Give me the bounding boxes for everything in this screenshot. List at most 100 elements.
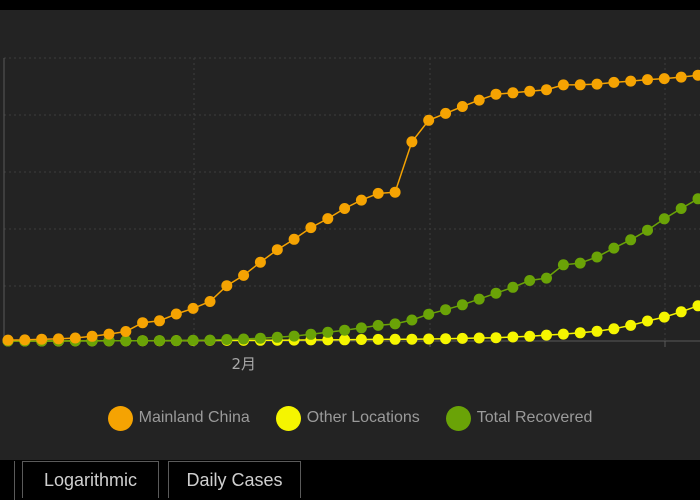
series-line-total-recovered [8, 198, 699, 342]
data-point-other-locations [692, 300, 700, 312]
data-point-mainland-china [254, 256, 266, 268]
data-point-mainland-china [406, 136, 418, 148]
data-point-other-locations [355, 334, 367, 345]
data-point-mainland-china [238, 269, 250, 281]
data-point-other-locations [625, 319, 637, 331]
data-point-total-recovered [137, 335, 149, 347]
data-point-mainland-china [19, 334, 31, 346]
data-point-mainland-china [608, 76, 620, 88]
data-point-total-recovered [642, 224, 653, 236]
data-point-other-locations [440, 333, 452, 345]
data-point-mainland-china [541, 84, 552, 96]
data-point-mainland-china [103, 328, 115, 340]
data-point-other-locations [389, 333, 401, 345]
data-point-mainland-china [372, 187, 384, 199]
data-point-other-locations [322, 334, 334, 346]
data-point-total-recovered [591, 251, 603, 263]
data-point-total-recovered [154, 335, 165, 347]
data-point-total-recovered [271, 331, 283, 343]
data-point-other-locations [507, 331, 519, 343]
chart-legend: Mainland China Other Locations Total Rec… [0, 403, 700, 433]
data-point-mainland-china [288, 233, 300, 245]
data-point-total-recovered [608, 242, 620, 254]
data-point-other-locations [541, 329, 552, 341]
data-point-other-locations [339, 334, 351, 346]
data-point-mainland-china [675, 71, 687, 83]
x-tick-label: 2月 [232, 355, 257, 373]
data-point-mainland-china [591, 78, 603, 90]
data-point-total-recovered [456, 299, 468, 311]
data-point-total-recovered [389, 318, 401, 330]
data-point-total-recovered [254, 332, 266, 344]
data-point-mainland-china [658, 73, 670, 85]
data-point-mainland-china [507, 87, 519, 99]
data-point-other-locations [591, 325, 603, 337]
data-point-other-locations [524, 330, 536, 342]
data-point-mainland-china [524, 85, 536, 97]
legend-marker-mainland-china [107, 405, 133, 431]
data-point-mainland-china [204, 296, 216, 307]
data-point-mainland-china [423, 114, 435, 126]
data-point-total-recovered [574, 257, 586, 269]
data-point-other-locations [456, 332, 468, 344]
tab-logarithmic[interactable]: Logarithmic [22, 461, 159, 498]
data-point-mainland-china [154, 315, 165, 327]
data-point-total-recovered [692, 193, 700, 205]
data-point-total-recovered [238, 333, 250, 345]
tab-daily-cases[interactable]: Daily Cases [168, 461, 301, 498]
cases-line-chart: 2月 [2, 57, 700, 373]
data-point-mainland-china [2, 334, 14, 346]
data-point-mainland-china [625, 75, 637, 87]
data-point-other-locations [473, 332, 485, 344]
data-point-total-recovered [221, 334, 233, 345]
data-point-other-locations [372, 333, 384, 345]
data-point-total-recovered [187, 334, 199, 346]
data-point-other-locations [675, 306, 687, 318]
data-point-total-recovered [288, 330, 300, 342]
data-point-total-recovered [372, 319, 384, 331]
data-point-other-locations [574, 327, 586, 339]
data-point-mainland-china [86, 330, 98, 342]
data-point-other-locations [490, 332, 502, 344]
data-point-mainland-china [642, 74, 653, 86]
data-point-mainland-china [53, 333, 64, 345]
data-point-mainland-china [490, 88, 502, 100]
data-point-mainland-china [187, 302, 199, 314]
data-point-total-recovered [440, 304, 452, 316]
data-point-mainland-china [137, 317, 149, 329]
data-point-mainland-china [473, 94, 485, 106]
chart-panel: 2月 Mainland China Other Locations Total … [0, 10, 700, 460]
data-point-other-locations [557, 328, 569, 340]
data-point-mainland-china [456, 101, 468, 112]
data-point-total-recovered [120, 335, 132, 347]
data-point-mainland-china [69, 332, 81, 344]
data-point-mainland-china [36, 333, 48, 345]
legend-label-mainland-china: Mainland China [138, 409, 250, 426]
data-point-total-recovered [625, 234, 637, 246]
data-point-mainland-china [574, 79, 586, 91]
legend-item-total-recovered[interactable]: Total Recovered [445, 405, 593, 431]
data-point-mainland-china [221, 280, 233, 292]
data-point-total-recovered [339, 324, 351, 336]
legend-item-mainland-china[interactable]: Mainland China [107, 405, 250, 431]
legend-label-other-locations: Other Locations [306, 409, 420, 426]
data-point-total-recovered [473, 293, 485, 305]
data-point-total-recovered [355, 322, 367, 334]
data-point-other-locations [642, 315, 653, 327]
data-point-total-recovered [490, 287, 502, 299]
data-point-total-recovered [204, 334, 216, 346]
data-point-mainland-china [322, 213, 334, 225]
legend-label-total-recovered: Total Recovered [476, 409, 593, 426]
data-point-total-recovered [557, 259, 569, 271]
data-point-total-recovered [406, 314, 418, 326]
data-point-mainland-china [271, 244, 283, 256]
data-point-total-recovered [423, 308, 435, 320]
data-point-total-recovered [305, 328, 317, 340]
legend-item-other-locations[interactable]: Other Locations [275, 405, 420, 431]
data-point-other-locations [658, 311, 670, 323]
data-point-mainland-china [389, 186, 401, 198]
legend-marker-total-recovered [445, 405, 471, 431]
chart-tab-bar: Logarithmic Daily Cases [0, 460, 700, 500]
data-point-mainland-china [120, 326, 132, 337]
data-point-mainland-china [305, 222, 317, 234]
